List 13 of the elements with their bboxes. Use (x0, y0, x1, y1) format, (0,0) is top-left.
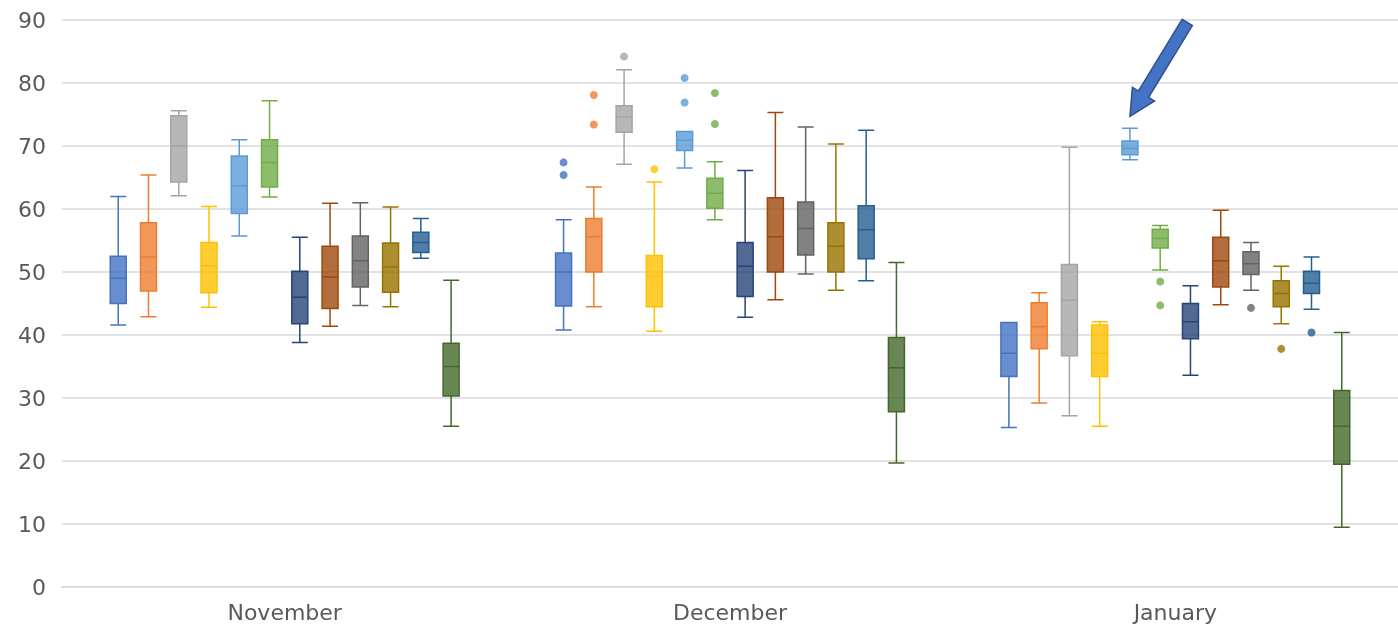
x-tick-label: December (672, 599, 788, 625)
y-tick-label: 40 (18, 322, 46, 348)
y-tick-label: 50 (18, 259, 46, 285)
y-tick-label: 70 (18, 133, 46, 159)
y-tick-label: 90 (18, 7, 46, 33)
y-tick-label: 60 (18, 196, 46, 222)
y-tick-label: 20 (18, 448, 46, 474)
y-tick-label: 0 (32, 574, 46, 600)
y-tick-label: 10 (18, 511, 46, 537)
x-tick-label: January (1131, 599, 1218, 625)
x-tick-label: November (227, 599, 343, 625)
y-tick-label: 80 (18, 70, 46, 96)
y-tick-label: 30 (18, 385, 46, 411)
